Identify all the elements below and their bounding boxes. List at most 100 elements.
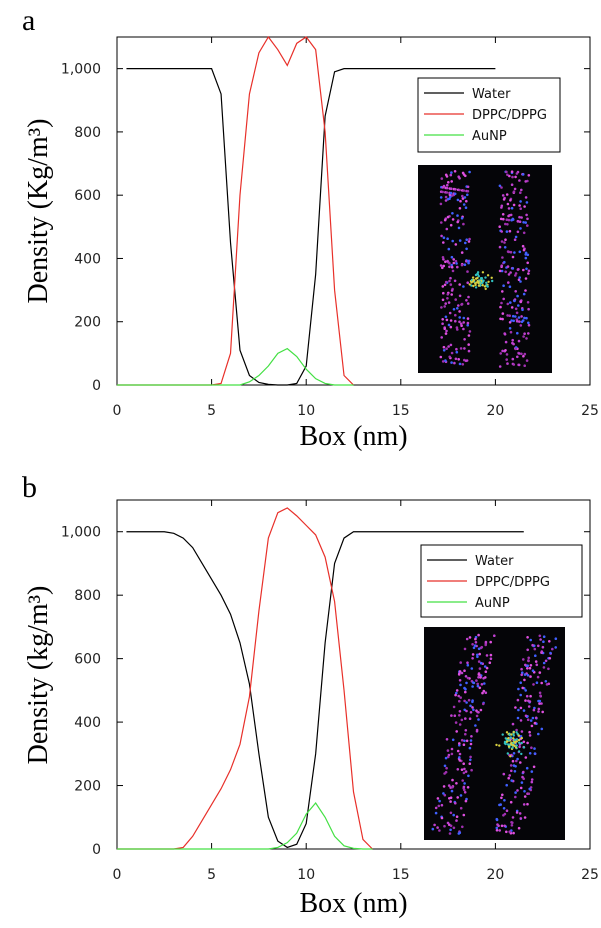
y-tick-label: 800 xyxy=(74,588,101,604)
inset-np-dot xyxy=(511,746,514,749)
inset-dot xyxy=(516,331,519,335)
x-tick-label: 20 xyxy=(486,867,504,883)
inset-dot xyxy=(482,689,486,693)
data-line xyxy=(117,347,354,386)
inset-dot xyxy=(449,223,453,227)
inset-dot xyxy=(459,347,463,350)
inset-dot xyxy=(449,811,453,815)
inset-dot xyxy=(534,716,538,720)
inset-dot xyxy=(448,311,452,315)
inset-dot xyxy=(516,220,520,223)
inset-dot xyxy=(457,304,460,307)
inset-dot xyxy=(463,782,466,785)
inset-dot xyxy=(514,290,517,293)
inset-dot xyxy=(501,290,504,293)
legend-label: Water xyxy=(475,554,514,569)
inset-dot xyxy=(498,184,502,188)
inset-dot xyxy=(524,180,527,183)
inset-dot xyxy=(447,181,450,184)
inset-dot xyxy=(525,267,528,271)
inset-dot xyxy=(463,263,467,267)
inset-dot xyxy=(519,227,522,230)
inset-dot xyxy=(547,682,551,686)
inset-dot xyxy=(459,794,463,797)
inset-dot xyxy=(462,762,466,765)
inset-dot xyxy=(464,799,468,803)
inset-dot xyxy=(510,779,513,782)
inset-dot xyxy=(527,321,530,325)
plot-frame xyxy=(116,499,591,850)
inset-dot xyxy=(521,671,524,674)
inset-dot xyxy=(520,216,523,219)
inset-dot xyxy=(439,264,443,267)
inset-dot xyxy=(518,220,522,223)
inset-dot xyxy=(527,659,530,662)
inset-dot xyxy=(458,294,462,298)
inset-dot xyxy=(547,667,550,671)
inset-dot xyxy=(449,828,452,832)
inset-np-dot xyxy=(517,750,521,753)
inset-dot xyxy=(520,781,524,784)
inset-dot xyxy=(466,189,470,193)
inset-dot xyxy=(462,743,466,746)
inset-dot xyxy=(535,663,539,667)
inset-np-dot xyxy=(486,274,490,277)
inset-dot xyxy=(508,285,512,289)
inset-dot xyxy=(522,740,526,744)
inset-dot xyxy=(469,711,473,714)
inset-np-dot xyxy=(503,740,507,744)
inset-dot xyxy=(503,246,507,249)
inset-dot xyxy=(455,815,459,818)
legend-label: DPPC/DPPG xyxy=(472,108,547,123)
inset-dot xyxy=(458,723,462,726)
inset-dot xyxy=(443,283,447,287)
inset-dot xyxy=(467,261,470,265)
inset-dot xyxy=(507,207,511,210)
inset-dot xyxy=(466,193,469,197)
inset-dot xyxy=(524,221,527,224)
inset-dot xyxy=(449,800,452,803)
inset-dot xyxy=(464,687,467,691)
inset-dot xyxy=(524,253,527,256)
inset-dot xyxy=(459,683,462,687)
inset-np-dot xyxy=(490,276,493,279)
inset-dot xyxy=(521,173,525,176)
y-tick-label: 400 xyxy=(74,715,101,731)
inset-dot xyxy=(512,764,516,767)
inset-dot xyxy=(528,730,531,734)
inset-dot xyxy=(458,177,461,180)
inset-dot xyxy=(449,319,453,322)
inset-np-dot xyxy=(468,283,471,286)
inset-dot xyxy=(447,784,451,787)
inset-dot xyxy=(504,340,508,344)
inset-dot xyxy=(460,251,464,254)
inset-dot xyxy=(441,318,445,321)
inset-dot xyxy=(470,667,474,670)
inset-dot xyxy=(457,226,461,230)
inset-dot xyxy=(519,706,523,710)
inset-dot xyxy=(508,321,512,324)
inset-dot xyxy=(440,803,444,807)
inset-dot xyxy=(538,699,542,703)
inset-dot xyxy=(551,647,554,651)
inset-dot xyxy=(451,785,454,789)
inset-dot xyxy=(529,638,532,642)
panel-label: b xyxy=(22,471,37,504)
inset-dot xyxy=(495,826,499,830)
inset-dot xyxy=(475,679,478,682)
inset-dot xyxy=(522,231,526,235)
inset-dot xyxy=(496,823,499,826)
inset-dot xyxy=(469,742,473,746)
inset-dot xyxy=(522,354,525,358)
inset-dot xyxy=(533,706,536,710)
inset-dot xyxy=(474,641,478,644)
inset-dot xyxy=(462,785,466,789)
inset-dot xyxy=(452,826,456,830)
inset-dot xyxy=(468,170,471,174)
inset-dot xyxy=(441,298,445,302)
inset-dot xyxy=(454,243,458,246)
inset-dot xyxy=(445,191,449,194)
inset-dot xyxy=(498,269,502,273)
inset-dot xyxy=(446,293,450,296)
inset-image xyxy=(418,165,552,373)
